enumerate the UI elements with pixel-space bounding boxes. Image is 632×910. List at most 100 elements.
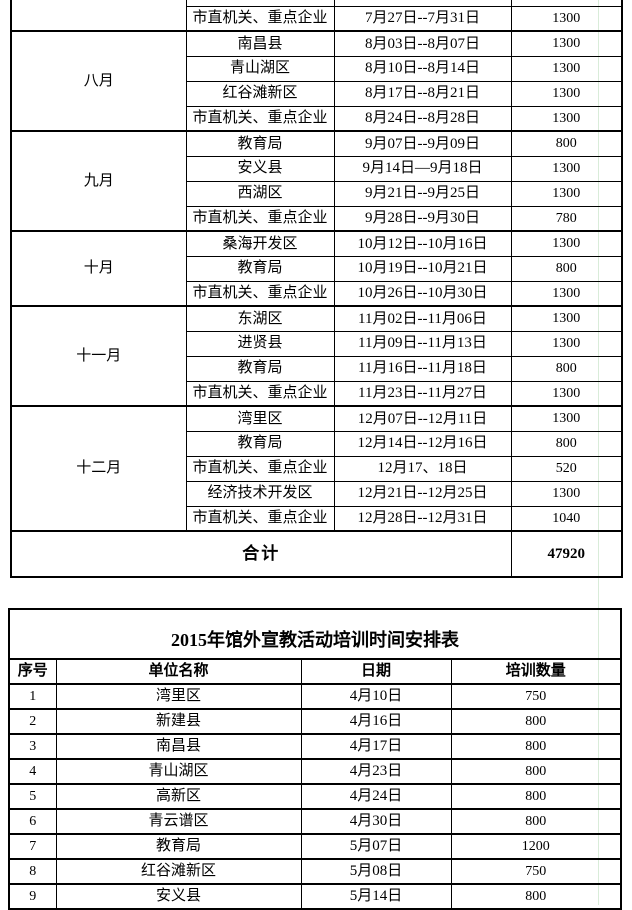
unit-cell: 红谷滩新区 <box>185 80 335 107</box>
date-cell: 8月17日--8月21日 <box>333 80 512 107</box>
unit-cell: 新建县 <box>55 708 302 735</box>
qty-cell: 1300 <box>510 80 623 107</box>
unit-cell: 南昌县 <box>185 30 335 57</box>
unit-cell: 经济技术开发区 <box>185 480 335 507</box>
column-header-unit: 单位名称 <box>55 658 302 685</box>
table-row: 9 安义县 5月14日 800 <box>8 883 622 910</box>
table-row: 十一月 东湖区 11月02日--11月06日 1300 <box>10 305 623 407</box>
monthly-training-schedule-table: 高新区 7月20日--7月24日 1300 市直机关、重点企业 7月27日--7… <box>10 0 623 578</box>
table-row: 青山湖区 8月10日--8月14日 1300 <box>11 55 623 82</box>
unit-cell: 进贤县 <box>185 330 335 357</box>
unit-cell: 教育局 <box>55 833 302 860</box>
unit-cell: 安义县 <box>185 155 335 182</box>
date-cell: 12月21日--12月25日 <box>333 480 512 507</box>
date-cell: 10月12日--10月16日 <box>333 230 512 257</box>
date-cell: 9月07日--9月09日 <box>333 130 512 157</box>
unit-cell: 市直机关、重点企业 <box>185 205 335 232</box>
qty-cell: 800 <box>510 355 623 382</box>
no-cell: 5 <box>8 783 57 810</box>
month-cell: 十月 <box>10 230 187 307</box>
table-title-row: 2015年馆外宣教活动培训时间安排表 <box>8 608 622 660</box>
unit-cell: 市直机关、重点企业 <box>185 280 335 307</box>
qty-cell: 800 <box>510 130 623 157</box>
qty-cell: 1300 <box>510 480 623 507</box>
qty-cell: 1300 <box>510 5 623 32</box>
date-cell: 5月07日 <box>300 833 452 860</box>
date-cell: 12月07日--12月11日 <box>333 405 512 432</box>
date-cell: 10月19日--10月21日 <box>333 255 512 282</box>
table-row: 3 南昌县 4月17日 800 <box>8 733 622 760</box>
qty-cell: 1300 <box>510 180 623 207</box>
month-cell: 十一月 <box>10 305 187 407</box>
no-cell: 1 <box>8 683 57 710</box>
unit-cell: 湾里区 <box>185 405 335 432</box>
qty-cell: 800 <box>510 430 623 457</box>
unit-cell: 高新区 <box>55 783 302 810</box>
date-cell: 12月14日--12月16日 <box>333 430 512 457</box>
unit-cell: 教育局 <box>185 130 335 157</box>
table-row: 九月 教育局 9月07日--9月09日 800 <box>10 130 623 232</box>
unit-cell: 青云谱区 <box>55 808 302 835</box>
total-value: 47920 <box>510 530 623 578</box>
qty-cell: 780 <box>510 205 623 232</box>
month-cell <box>10 0 187 32</box>
unit-cell: 东湖区 <box>185 305 335 332</box>
no-cell: 8 <box>8 858 57 885</box>
date-cell: 9月28日--9月30日 <box>333 205 512 232</box>
qty-cell: 1300 <box>510 405 623 432</box>
outside-training-schedule-table: 2015年馆外宣教活动培训时间安排表 序号 单位名称 日期 培训数量 1 湾里区… <box>8 608 622 910</box>
unit-cell: 市直机关、重点企业 <box>185 105 335 132</box>
date-cell: 11月02日--11月06日 <box>333 305 512 332</box>
unit-cell: 教育局 <box>185 430 335 457</box>
table-row: 教育局 11月16日--11月18日 800 <box>11 355 623 382</box>
qty-cell: 1300 <box>510 330 623 357</box>
no-cell: 2 <box>8 708 57 735</box>
unit-cell: 教育局 <box>185 255 335 282</box>
qty-cell: 1300 <box>510 380 623 407</box>
no-cell: 7 <box>8 833 57 860</box>
unit-cell: 市直机关、重点企业 <box>185 455 335 482</box>
qty-cell: 800 <box>450 758 622 785</box>
date-cell: 4月30日 <box>300 808 452 835</box>
month-cell: 十二月 <box>10 405 187 532</box>
column-header-no: 序号 <box>8 658 57 685</box>
qty-cell: 1300 <box>510 305 623 332</box>
table-row: 6 青云谱区 4月30日 800 <box>8 808 622 835</box>
table-row: 市直机关、重点企业 12月28日--12月31日 1040 <box>11 505 623 532</box>
qty-cell: 1300 <box>510 230 623 257</box>
date-cell: 11月09日--11月13日 <box>333 330 512 357</box>
unit-cell: 教育局 <box>185 355 335 382</box>
table-row: 红谷滩新区 8月17日--8月21日 1300 <box>11 80 623 107</box>
table-row: 十二月 湾里区 12月07日--12月11日 1300 <box>10 405 623 532</box>
table-row: 市直机关、重点企业 10月26日--10月30日 1300 <box>11 280 623 307</box>
date-cell: 4月16日 <box>300 708 452 735</box>
table-row: 8 红谷滩新区 5月08日 750 <box>8 858 622 885</box>
table-row: 八月 南昌县 8月03日--8月07日 1300 <box>10 30 623 132</box>
table-row: 西湖区 9月21日--9月25日 1300 <box>11 180 623 207</box>
unit-cell: 青山湖区 <box>55 758 302 785</box>
date-cell: 4月23日 <box>300 758 452 785</box>
unit-cell: 湾里区 <box>55 683 302 710</box>
header-row: 序号 单位名称 日期 培训数量 <box>8 658 622 685</box>
date-cell: 4月10日 <box>300 683 452 710</box>
qty-cell: 800 <box>450 783 622 810</box>
unit-cell: 市直机关、重点企业 <box>185 505 335 532</box>
column-header-qty: 培训数量 <box>450 658 622 685</box>
qty-cell: 1300 <box>510 105 623 132</box>
qty-cell: 1300 <box>510 30 623 57</box>
unit-cell: 安义县 <box>55 883 302 910</box>
table-row: 市直机关、重点企业 9月28日--9月30日 780 <box>11 205 623 232</box>
table-row: 7 教育局 5月07日 1200 <box>8 833 622 860</box>
qty-cell: 800 <box>450 708 622 735</box>
qty-cell: 800 <box>510 255 623 282</box>
no-cell: 6 <box>8 808 57 835</box>
date-cell: 8月24日--8月28日 <box>333 105 512 132</box>
month-cell: 八月 <box>10 30 187 132</box>
date-cell: 8月03日--8月07日 <box>333 30 512 57</box>
qty-cell: 800 <box>450 808 622 835</box>
qty-cell: 800 <box>450 733 622 760</box>
total-row: 合计 47920 <box>10 530 623 578</box>
table-title: 2015年馆外宣教活动培训时间安排表 <box>8 608 622 660</box>
unit-cell: 青山湖区 <box>185 55 335 82</box>
table-row: 市直机关、重点企业 11月23日--11月27日 1300 <box>11 380 623 407</box>
